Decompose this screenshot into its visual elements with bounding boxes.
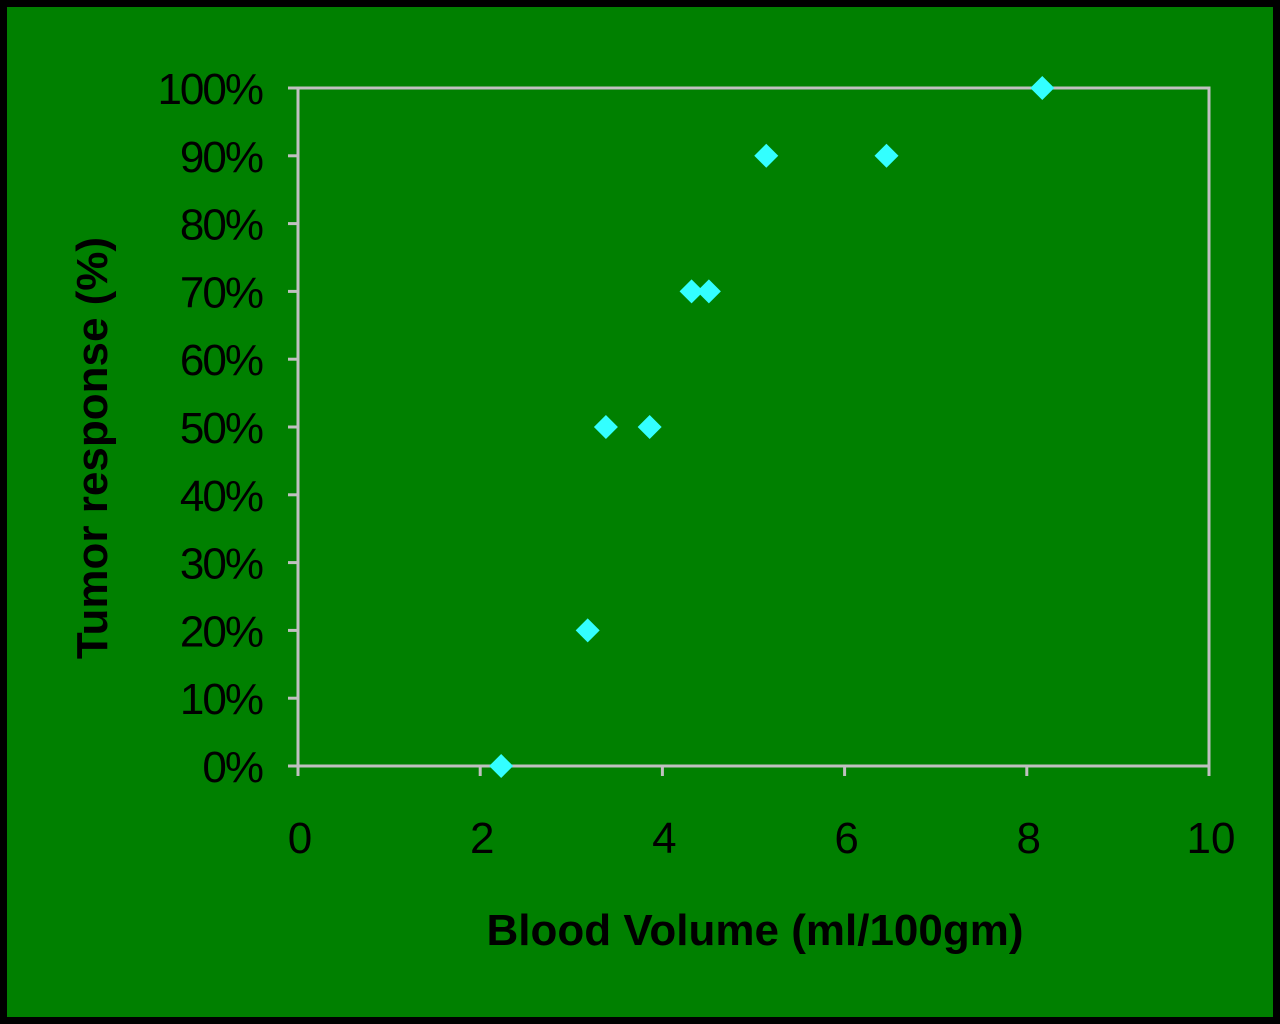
y-tick-label: 100%: [157, 65, 262, 114]
y-tick-label: 70%: [180, 268, 263, 317]
data-points: [489, 76, 1055, 778]
y-tick-label: 0%: [202, 743, 262, 792]
data-point: [696, 279, 721, 304]
x-tick-label: 0: [288, 814, 312, 863]
y-axis: 0% 10% 20% 30% 40% 50% 60% 70% 80% 90% 100%: [157, 65, 298, 792]
x-axis: 0 2 4 6 8 10: [288, 766, 1236, 863]
data-point: [874, 143, 899, 168]
y-tick-label: 60%: [180, 336, 263, 385]
data-point: [637, 415, 662, 439]
data-point: [1030, 76, 1055, 100]
data-point: [754, 143, 779, 168]
data-point: [575, 618, 600, 643]
data-point: [593, 415, 618, 439]
x-tick-label: 10: [1187, 814, 1236, 863]
x-tick-label: 8: [1017, 814, 1041, 863]
data-point: [489, 754, 514, 778]
x-tick-label: 4: [652, 814, 676, 863]
plot-area: [296, 86, 1211, 768]
y-tick-label: 50%: [180, 404, 263, 453]
x-tick-label: 2: [470, 814, 494, 863]
y-tick-label: 40%: [180, 472, 263, 521]
y-tick-label: 30%: [180, 540, 263, 589]
y-tick-label: 10%: [180, 675, 263, 724]
y-tick-label: 80%: [180, 201, 263, 250]
x-axis-title: Blood Volume (ml/100gm): [486, 906, 1023, 955]
y-axis-title: Tumor response (%): [68, 237, 117, 659]
y-tick-label: 20%: [180, 607, 263, 656]
data-point: [679, 279, 704, 304]
y-tick-label: 90%: [180, 133, 263, 182]
x-tick-label: 6: [834, 814, 858, 863]
